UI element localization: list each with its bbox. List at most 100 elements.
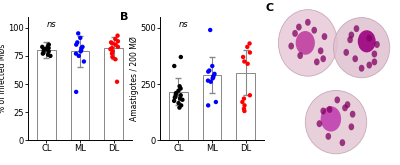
Point <box>78 50 84 53</box>
Point <box>115 46 121 48</box>
Circle shape <box>345 101 350 108</box>
Point <box>172 96 178 99</box>
Circle shape <box>305 19 311 26</box>
Point <box>241 97 247 100</box>
Circle shape <box>372 50 377 57</box>
Point <box>112 58 118 61</box>
Point <box>247 94 253 97</box>
Point <box>175 89 182 92</box>
Point <box>41 48 47 50</box>
Circle shape <box>366 62 372 69</box>
Point <box>44 46 51 48</box>
Point <box>109 52 115 55</box>
Point <box>109 56 116 58</box>
Point <box>73 43 80 46</box>
Circle shape <box>320 55 326 62</box>
Point <box>75 32 82 35</box>
Text: ns: ns <box>179 20 188 29</box>
Point <box>108 41 114 44</box>
Circle shape <box>342 104 348 111</box>
Point <box>177 97 183 100</box>
Point <box>179 99 186 101</box>
Ellipse shape <box>334 17 390 78</box>
Circle shape <box>326 133 331 140</box>
Point <box>244 46 250 48</box>
Point <box>205 104 211 107</box>
Ellipse shape <box>305 90 367 154</box>
Point <box>40 52 46 55</box>
Point <box>109 47 115 49</box>
Point <box>73 52 79 55</box>
Circle shape <box>288 43 294 50</box>
Point <box>77 37 84 39</box>
Circle shape <box>327 106 332 113</box>
Circle shape <box>321 106 341 132</box>
Circle shape <box>354 25 359 32</box>
Point <box>43 48 50 50</box>
Point <box>246 42 253 45</box>
Point <box>241 60 248 63</box>
Circle shape <box>352 55 358 62</box>
Circle shape <box>320 108 326 115</box>
Point <box>46 50 52 53</box>
Circle shape <box>296 31 315 55</box>
Point <box>114 80 120 83</box>
Point <box>46 47 52 49</box>
Circle shape <box>372 58 377 65</box>
Circle shape <box>314 58 320 65</box>
Point <box>173 92 179 94</box>
Point <box>81 60 87 63</box>
Text: ns: ns <box>47 20 56 29</box>
Circle shape <box>358 30 376 52</box>
Bar <box>71 51 89 140</box>
Point <box>178 87 184 90</box>
Point <box>76 55 82 57</box>
Point <box>107 48 114 50</box>
Point <box>112 43 119 46</box>
Point <box>241 104 248 107</box>
Point <box>171 65 178 67</box>
Point <box>109 50 116 53</box>
Circle shape <box>350 111 356 118</box>
Circle shape <box>316 120 322 127</box>
Point <box>206 69 212 72</box>
Circle shape <box>318 47 324 54</box>
Point <box>41 49 47 52</box>
Text: C: C <box>266 3 274 13</box>
Circle shape <box>297 52 303 59</box>
Point <box>173 93 179 95</box>
Point <box>208 80 214 83</box>
Point <box>176 106 183 109</box>
Y-axis label: Amastigotes / 200 MØ: Amastigotes / 200 MØ <box>130 36 139 121</box>
Point <box>178 94 184 97</box>
Point <box>176 85 183 88</box>
Point <box>239 101 246 103</box>
Bar <box>104 48 123 140</box>
Point <box>213 101 219 103</box>
Bar <box>236 73 255 140</box>
Point <box>171 99 177 102</box>
Point <box>241 107 247 110</box>
Point <box>114 34 121 37</box>
Point <box>74 41 80 44</box>
Point <box>45 53 51 56</box>
Point <box>46 43 52 46</box>
Point <box>209 65 216 67</box>
Circle shape <box>344 49 349 56</box>
Point <box>175 102 182 104</box>
Point <box>39 46 46 48</box>
Point <box>210 76 216 79</box>
Point <box>205 79 211 82</box>
Point <box>78 47 84 49</box>
Bar <box>37 50 56 140</box>
Point <box>47 55 54 57</box>
Point <box>73 91 79 93</box>
Point <box>178 104 184 107</box>
Point <box>115 40 121 43</box>
Ellipse shape <box>278 10 337 76</box>
Circle shape <box>334 96 340 103</box>
Point <box>40 51 47 54</box>
Point <box>240 56 246 58</box>
Point <box>109 42 116 45</box>
Point <box>211 73 218 75</box>
